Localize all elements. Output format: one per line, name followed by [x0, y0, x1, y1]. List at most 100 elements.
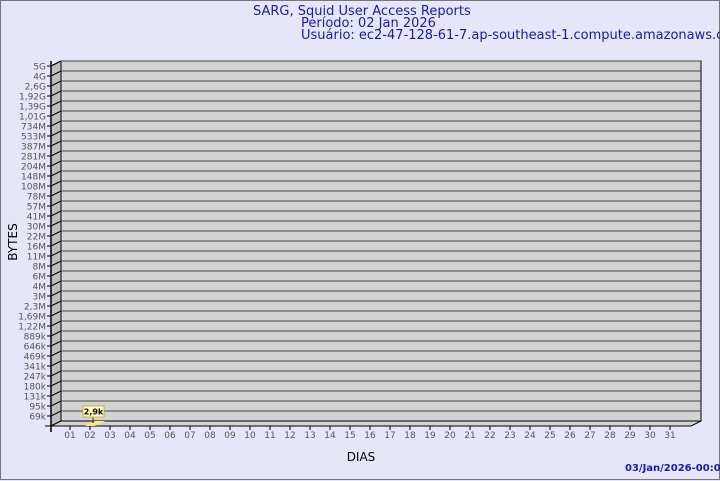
y-axis-label: BYTES [6, 223, 20, 260]
grid-slant [50, 130, 62, 137]
x-tick-label: 07 [184, 431, 195, 441]
x-tick-label: 22 [484, 431, 495, 441]
x-tick-label: 19 [424, 431, 436, 441]
period-label: Período: 02 Jan 2026 [301, 16, 436, 31]
grid-slant [50, 400, 62, 407]
grid-slant [50, 380, 62, 387]
x-tick-label: 24 [524, 431, 536, 441]
x-tick-label: 29 [624, 431, 636, 441]
y-tick-label: 8M [33, 263, 47, 273]
x-tick-label: 11 [264, 431, 275, 441]
y-tick-label: 5G [33, 63, 46, 73]
y-tick-label: 57M [27, 203, 46, 213]
grid-slant [50, 110, 62, 117]
x-tick-label: 30 [644, 431, 656, 441]
grid-slant [50, 150, 62, 157]
grid-slant [50, 360, 62, 367]
grid-slant [50, 350, 62, 357]
x-tick-label: 15 [344, 431, 355, 441]
user-label: Usuário: ec2-47-128-61-7.ap-southeast-1.… [301, 28, 720, 43]
y-tick-label: 734M [21, 123, 46, 133]
x-tick-label: 18 [404, 431, 416, 441]
x-tick-label: 13 [304, 431, 315, 441]
grid-slant [50, 410, 62, 417]
y-tick-label: 469k [24, 353, 47, 363]
x-tick-label: 05 [144, 431, 155, 441]
timestamp: 03/Jan/2026-00:00 [625, 463, 720, 474]
y-tick-label: 16M [27, 243, 46, 253]
grid-slant [50, 320, 62, 327]
grid-slant [50, 290, 62, 297]
x-tick-label: 31 [664, 431, 675, 441]
grid-slant [50, 310, 62, 317]
grid-slant [50, 170, 62, 177]
y-tick-label: 3M [33, 293, 47, 303]
y-tick-label: 30M [27, 223, 46, 233]
grid-slant [50, 370, 62, 377]
y-tick-label: 1,22M [18, 323, 46, 333]
data-label-box [82, 405, 105, 418]
x-tick-label: 28 [604, 431, 616, 441]
y-tick-label: 78M [27, 193, 46, 203]
y-tick-label: 2,3M [24, 303, 46, 313]
y-tick-label: 1,39G [19, 103, 46, 113]
x-tick-label: 17 [384, 431, 395, 441]
y-tick-label: 247k [24, 373, 47, 383]
y-tick-label: 11M [27, 253, 46, 263]
x-tick-label: 26 [564, 431, 576, 441]
x-tick-label: 27 [584, 431, 595, 441]
grid-slant [50, 340, 62, 347]
x-tick-label: 08 [204, 431, 216, 441]
grid-slant [50, 140, 62, 147]
grid-slant [50, 270, 62, 277]
x-tick-label: 01 [64, 431, 75, 441]
y-tick-label: 1,92G [19, 93, 46, 103]
x-tick-label: 10 [244, 431, 256, 441]
y-tick-label: 6M [33, 273, 47, 283]
y-tick-label: 281M [21, 153, 46, 163]
grid-slant [50, 120, 62, 127]
y-tick-label: 22M [27, 233, 46, 243]
x-tick-label: 03 [104, 431, 115, 441]
floor [50, 420, 702, 427]
y-tick-label: 41M [27, 213, 46, 223]
y-tick-label: 646k [24, 343, 47, 353]
grid-slant [50, 250, 62, 257]
grid-slant [50, 80, 62, 87]
y-tick-label: 95k [29, 403, 46, 413]
x-tick-label: 09 [224, 431, 236, 441]
grid-slant [50, 240, 62, 247]
grid-slant [50, 70, 62, 77]
y-tick-label: 1,01G [19, 113, 46, 123]
x-tick-label: 14 [324, 431, 336, 441]
data-label: 2,9k [84, 408, 104, 417]
grid-slant [50, 330, 62, 337]
grid-slant [50, 200, 62, 207]
grid-slant [50, 220, 62, 227]
y-tick-label: 341k [24, 363, 47, 373]
grid-slant [50, 90, 62, 97]
y-tick-label: 889k [24, 333, 47, 343]
x-tick-label: 23 [504, 431, 515, 441]
grid-slant [50, 190, 62, 197]
y-tick-label: 533M [21, 133, 46, 143]
x-tick-label: 06 [164, 431, 176, 441]
x-tick-label: 20 [444, 431, 456, 441]
x-tick-label: 12 [284, 431, 295, 441]
grid-slant [50, 160, 62, 167]
y-tick-label: 204M [21, 163, 46, 173]
x-tick-label: 02 [84, 431, 95, 441]
chart-title: SARG, Squid User Access Reports [253, 4, 471, 19]
grid-slant [50, 390, 62, 397]
grid-slant [50, 60, 62, 67]
y-tick-label: 4G [33, 73, 46, 83]
y-tick-label: 148M [21, 173, 46, 183]
y-tick-label: 4M [33, 283, 47, 293]
grid-slant [50, 260, 62, 267]
y-tick-label: 69k [29, 413, 46, 423]
y-tick-label: 131k [24, 393, 47, 403]
bar [85, 421, 105, 426]
grid-slant [50, 300, 62, 307]
